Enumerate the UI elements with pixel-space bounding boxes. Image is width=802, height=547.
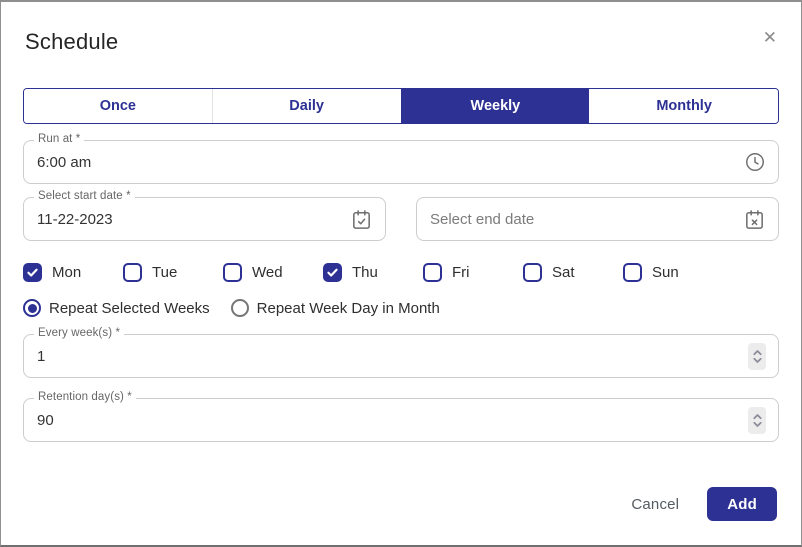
day-wed[interactable]: Wed [223,262,323,282]
clock-icon[interactable] [744,151,766,173]
checkbox-fri[interactable] [423,262,442,282]
repeat-mode-radios: Repeat Selected Weeks Repeat Week Day in… [23,299,779,317]
tab-daily[interactable]: Daily [211,89,401,123]
run-at-label: Run at * [34,133,85,145]
run-at-field: Run at * [23,133,779,184]
day-thu[interactable]: Thu [323,262,423,282]
number-stepper-icon[interactable] [748,342,766,370]
radio-label: Repeat Selected Weeks [49,299,210,317]
day-sun[interactable]: Sun [623,262,723,282]
day-label: Mon [52,263,82,281]
dialog-footer: Cancel Add [23,487,779,521]
day-label: Sun [652,263,679,281]
day-fri[interactable]: Fri [423,262,523,282]
calendar-check-icon[interactable] [350,208,373,231]
run-at-input[interactable] [37,153,744,171]
day-tue[interactable]: Tue [123,262,223,282]
checkbox-mon[interactable] [23,262,42,282]
day-label: Wed [252,263,283,281]
close-icon[interactable]: ✕ [761,26,779,50]
end-date-field [416,197,779,241]
checkbox-sun[interactable] [623,262,642,282]
start-date-field: Select start date * [23,190,386,241]
checkbox-wed[interactable] [223,262,242,282]
retention-days-label: Retention day(s) * [34,391,136,403]
retention-days-field: Retention day(s) * [23,391,779,442]
retention-days-input[interactable] [37,411,748,429]
day-label: Fri [452,263,470,281]
day-label: Tue [152,263,178,281]
page-title: Schedule [25,29,119,54]
radio-label: Repeat Week Day in Month [256,299,440,317]
tab-weekly[interactable]: Weekly [400,89,590,123]
end-date-input[interactable] [430,210,743,228]
start-date-label: Select start date * [34,190,135,202]
radio-circle[interactable] [230,299,249,317]
start-date-input[interactable] [37,210,350,228]
date-row: Select start date * [23,190,779,241]
radio-repeat-selected-weeks[interactable]: Repeat Selected Weeks [23,299,210,317]
radio-repeat-weekday-in-month[interactable]: Repeat Week Day in Month [230,299,440,317]
day-label: Thu [352,263,378,281]
add-button[interactable]: Add [707,487,777,521]
every-weeks-label: Every week(s) * [34,327,125,339]
calendar-x-icon[interactable] [743,208,766,231]
day-sat[interactable]: Sat [523,262,623,282]
dialog-header: Schedule ✕ [23,28,779,56]
checkbox-thu[interactable] [323,262,342,282]
number-stepper-icon[interactable] [748,406,766,434]
every-weeks-field: Every week(s) * [23,327,779,378]
radio-circle[interactable] [23,299,41,317]
checkbox-sat[interactable] [523,262,542,282]
frequency-tabs: Once Daily Weekly Monthly [23,88,779,124]
tab-monthly[interactable]: Monthly [589,89,778,123]
day-mon[interactable]: Mon [23,262,123,282]
every-weeks-input[interactable] [37,347,748,365]
day-label: Sat [552,263,575,281]
cancel-button[interactable]: Cancel [631,495,680,513]
weekday-checkbox-row: Mon Tue Wed Thu Fri [23,262,779,282]
tab-once[interactable]: Once [24,89,212,123]
checkbox-tue[interactable] [123,262,142,282]
